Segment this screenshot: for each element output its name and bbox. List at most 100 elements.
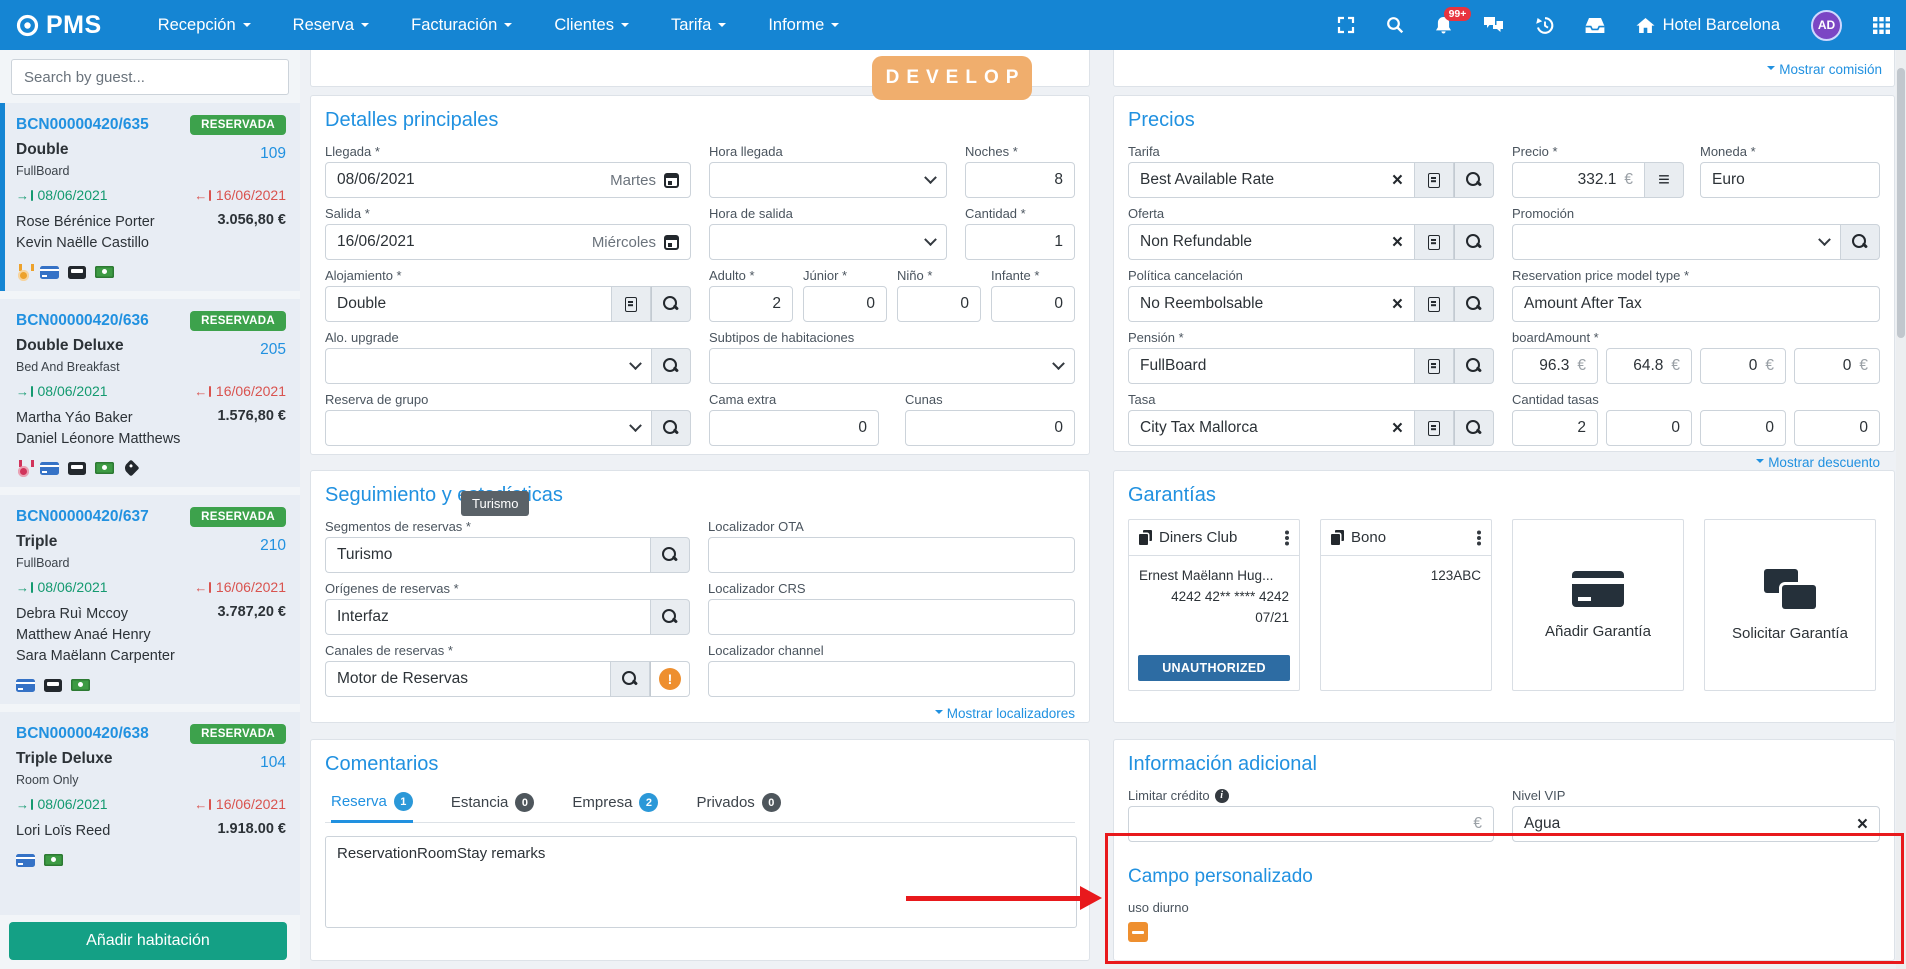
clear-icon[interactable]: × [1856, 813, 1868, 835]
nights-input[interactable]: 8 [965, 162, 1075, 198]
tab-reserva[interactable]: Reserva 1 [331, 792, 413, 823]
offer-input[interactable]: Non Refundable × [1128, 224, 1414, 260]
reservation-card-638[interactable]: BCN00000420/638 RESERVADA Triple Deluxe … [0, 712, 300, 916]
arrival-date-input[interactable]: 08/06/2021 Martes [325, 162, 691, 198]
departure-date-input[interactable]: 16/06/2021 Miércoles [325, 224, 691, 260]
request-guarantee-button[interactable]: Solicitar Garantía [1704, 519, 1876, 691]
departure-time-select[interactable] [709, 224, 947, 260]
currency-input[interactable]: Euro [1700, 162, 1880, 198]
search-button[interactable] [1454, 224, 1494, 260]
pms-logo[interactable]: PMS [16, 11, 102, 40]
details-button[interactable] [1414, 348, 1454, 384]
tax-input[interactable]: City Tax Mallorca × [1128, 410, 1414, 446]
search-button[interactable] [651, 348, 691, 384]
tab-empresa[interactable]: Empresa 2 [572, 792, 659, 822]
nav-recepcion[interactable]: Recepción [158, 16, 251, 35]
board-input[interactable]: FullBoard [1128, 348, 1414, 384]
history-icon[interactable] [1535, 16, 1554, 35]
add-guarantee-button[interactable]: Añadir Garantía [1512, 519, 1684, 691]
tab-estancia[interactable]: Estancia 0 [451, 792, 535, 822]
vip-level-input[interactable]: Agua × [1512, 806, 1880, 842]
reservation-id-link[interactable]: BCN00000420/637 [16, 508, 149, 526]
kebab-menu-icon[interactable] [1285, 535, 1289, 540]
credit-limit-input[interactable]: € [1128, 806, 1494, 842]
price-menu-button[interactable]: ≡ [1644, 162, 1684, 198]
accommodation-input[interactable]: Double [325, 286, 611, 322]
clear-icon[interactable]: × [1391, 293, 1403, 315]
search-button[interactable] [651, 410, 691, 446]
extra-bed-input[interactable]: 0 [709, 410, 879, 446]
vertical-scrollbar[interactable] [1896, 50, 1906, 969]
tax-quantity-input-2[interactable]: 0 [1606, 410, 1692, 446]
tax-quantity-input-3[interactable]: 0 [1700, 410, 1786, 446]
nav-informe[interactable]: Informe [768, 16, 840, 35]
group-reservation-select[interactable] [325, 410, 651, 446]
search-icon[interactable] [1386, 16, 1404, 34]
upgrade-select[interactable] [325, 348, 651, 384]
board-amount-input-3[interactable]: 0 € [1700, 348, 1786, 384]
search-button[interactable] [650, 599, 690, 635]
segments-input[interactable]: Turismo [325, 537, 650, 573]
details-button[interactable] [1414, 162, 1454, 198]
uso-diurno-checkbox[interactable] [1128, 922, 1148, 942]
promotion-select[interactable] [1512, 224, 1840, 260]
tax-quantity-input-1[interactable]: 2 [1512, 410, 1598, 446]
calendar-icon[interactable] [664, 172, 679, 188]
apps-grid-icon[interactable] [1873, 16, 1890, 34]
quantity-input[interactable]: 1 [965, 224, 1075, 260]
crs-locator-input[interactable] [708, 599, 1075, 635]
notifications-bell-icon[interactable]: 99+ [1435, 6, 1472, 35]
cribs-input[interactable]: 0 [905, 410, 1075, 446]
reservation-id-link[interactable]: BCN00000420/638 [16, 725, 149, 743]
channels-input[interactable]: Motor de Reservas [325, 661, 610, 697]
warning-button[interactable]: ! [650, 661, 690, 697]
search-button[interactable] [1454, 410, 1494, 446]
clear-icon[interactable]: × [1391, 231, 1403, 253]
reservation-card-636[interactable]: BCN00000420/636 RESERVADA Double Deluxe … [0, 299, 300, 488]
tax-quantity-input-4[interactable]: 0 [1794, 410, 1880, 446]
inbox-icon[interactable] [1585, 17, 1605, 34]
nav-facturacion[interactable]: Facturación [411, 16, 513, 35]
reservation-id-link[interactable]: BCN00000420/636 [16, 312, 149, 330]
price-input[interactable]: 332.1 € [1512, 162, 1644, 198]
search-button[interactable] [1454, 286, 1494, 322]
add-room-button[interactable]: Añadir habitación [9, 922, 287, 960]
guest-search-input[interactable] [11, 59, 289, 95]
channel-locator-input[interactable] [708, 661, 1075, 697]
clear-icon[interactable]: × [1391, 169, 1403, 191]
rate-input[interactable]: Best Available Rate × [1128, 162, 1414, 198]
details-button[interactable] [1414, 224, 1454, 260]
reservation-card-635[interactable]: BCN00000420/635 RESERVADA Double 109 Ful… [0, 103, 300, 292]
details-button[interactable] [1414, 286, 1454, 322]
show-commission-link[interactable]: Mostrar comisión [1767, 62, 1882, 77]
price-model-input[interactable]: Amount After Tax [1512, 286, 1880, 322]
room-subtypes-select[interactable] [709, 348, 1075, 384]
reservation-id-link[interactable]: BCN00000420/635 [16, 116, 149, 133]
reservation-remarks-textarea[interactable]: ReservationRoomStay remarks [325, 836, 1077, 928]
hotel-selector[interactable]: Hotel Barcelona [1636, 16, 1780, 35]
board-amount-input-4[interactable]: 0 € [1794, 348, 1880, 384]
kebab-menu-icon[interactable] [1477, 535, 1481, 540]
details-button[interactable] [1414, 410, 1454, 446]
clear-icon[interactable]: × [1391, 417, 1403, 439]
board-amount-input-1[interactable]: 96.3 € [1512, 348, 1598, 384]
search-button[interactable] [1454, 348, 1494, 384]
search-button[interactable] [1840, 224, 1880, 260]
show-locators-link[interactable]: Mostrar localizadores [934, 706, 1075, 721]
search-button[interactable] [650, 537, 690, 573]
calendar-icon[interactable] [664, 234, 679, 250]
origins-input[interactable]: Interfaz [325, 599, 650, 635]
nav-reserva[interactable]: Reserva [293, 16, 370, 35]
details-button[interactable] [611, 286, 651, 322]
search-button[interactable] [651, 286, 691, 322]
adults-input[interactable]: 2 [709, 286, 793, 322]
show-discount-link[interactable]: Mostrar descuento [1756, 455, 1880, 470]
ota-locator-input[interactable] [708, 537, 1075, 573]
info-icon[interactable]: i [1214, 788, 1229, 803]
infants-input[interactable]: 0 [991, 286, 1075, 322]
board-amount-input-2[interactable]: 64.8 € [1606, 348, 1692, 384]
scrollbar-thumb[interactable] [1897, 68, 1905, 338]
arrival-time-select[interactable] [709, 162, 947, 198]
reservation-card-637[interactable]: BCN00000420/637 RESERVADA Triple 210 Ful… [0, 495, 300, 705]
chat-icon[interactable] [1483, 16, 1504, 34]
